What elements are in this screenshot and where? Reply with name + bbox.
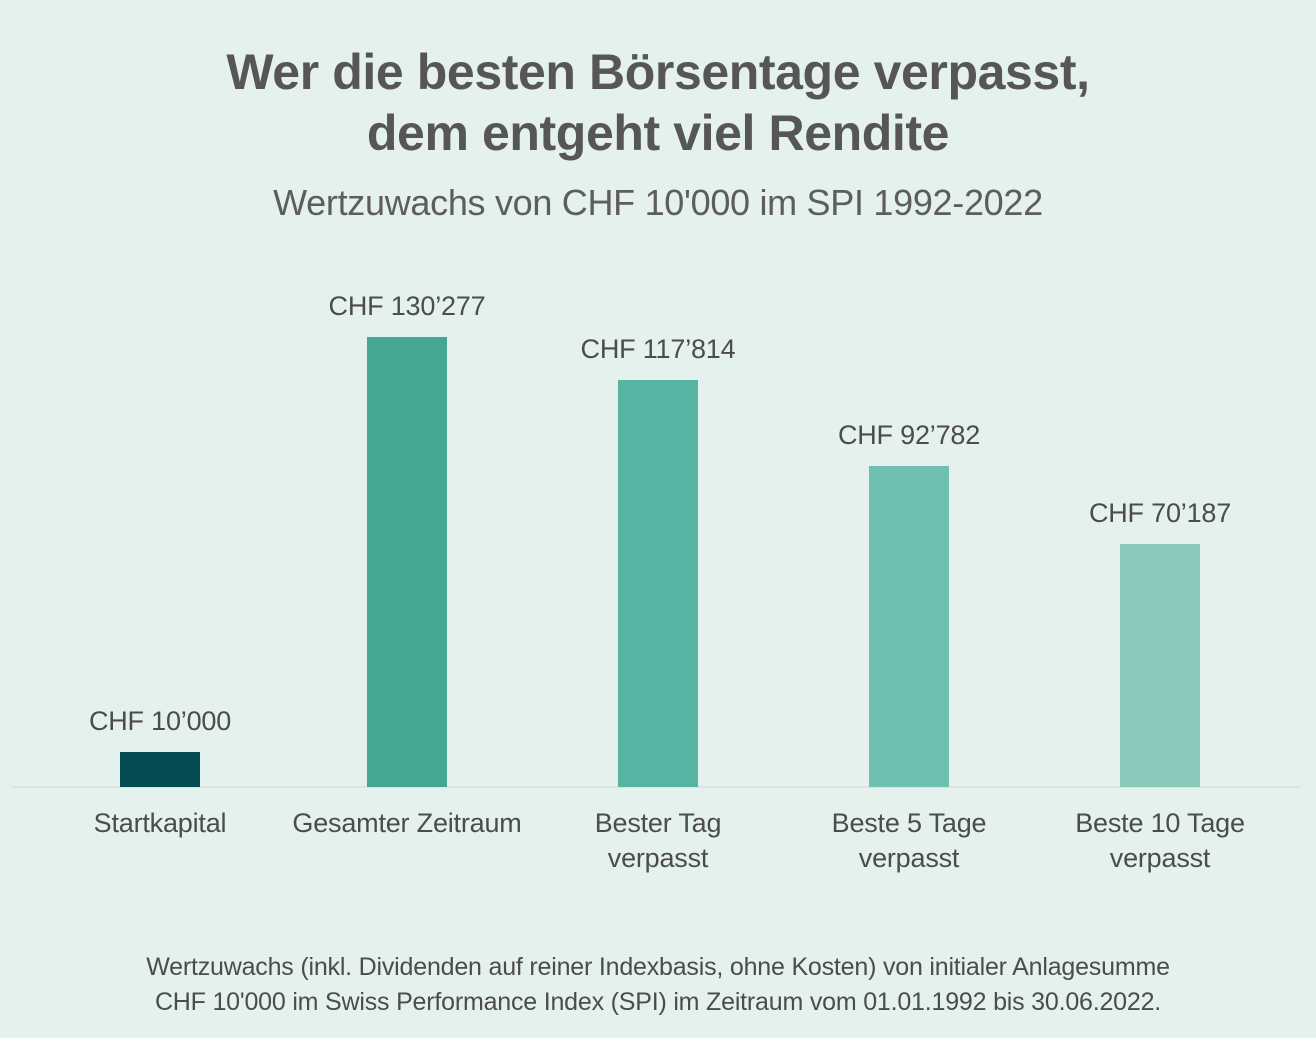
bar-rect-4[interactable] (1120, 544, 1200, 787)
bar-value-label-1: CHF 130’277 (328, 291, 486, 321)
category-line-3-1: verpasst (858, 842, 960, 873)
footnote-line-1: Wertzuwachs (inkl. Dividenden auf reiner… (146, 953, 1170, 981)
bar-value-label-2: CHF 117’814 (580, 334, 736, 364)
category-line-4-1: verpasst (1109, 842, 1211, 873)
title-line-2: dem entgeht viel Rendite (366, 105, 950, 161)
bar-rect-3[interactable] (869, 466, 949, 787)
bar-column-3: CHF 92’782 Beste 5 Tage verpasst (832, 0, 987, 1038)
bar-category-label-2: Bester Tag verpasst (595, 806, 722, 875)
bar-column-2: CHF 117’814 Bester Tag verpasst (581, 0, 736, 1038)
bar-category-label-0: Startkapital (94, 806, 227, 841)
bar-category-label-3: Beste 5 Tage verpasst (832, 806, 987, 875)
footnote-line-2: CHF 10'000 im Swiss Performance Index (S… (154, 987, 1162, 1016)
category-line-1-0: Gesamter Zeitraum (292, 808, 522, 838)
bar-rect-2[interactable] (618, 380, 698, 787)
category-line-4-0: Beste 10 Tage (1075, 808, 1245, 838)
axis-baseline (12, 786, 1300, 788)
category-line-2-1: verpasst (607, 842, 709, 873)
category-line-2-0: Bester Tag (594, 808, 722, 838)
category-line-0-0: Startkapital (93, 808, 227, 838)
title-line-1: Wer die besten Börsentage verpasst, (226, 44, 1090, 100)
page-title: Wer die besten Börsentage verpasst, dem … (0, 42, 1316, 164)
bar-column-1: CHF 130’277 Gesamter Zeitraum (292, 0, 521, 1038)
bar-category-label-4: Beste 10 Tage verpasst (1075, 806, 1245, 875)
bar-rect-0[interactable] (120, 752, 200, 787)
bar-value-label-3: CHF 92’782 (837, 420, 981, 450)
bar-column-4: CHF 70’187 Beste 10 Tage verpasst (1075, 0, 1245, 1038)
bar-column-0: CHF 10’000 Startkapital (89, 0, 231, 1038)
chart-footnote: Wertzuwachs (inkl. Dividenden auf reiner… (0, 950, 1316, 1019)
bar-rect-1[interactable] (367, 337, 447, 787)
category-line-3-0: Beste 5 Tage (831, 808, 987, 838)
chart-subtitle: Wertzuwachs von CHF 10'000 im SPI 1992-2… (273, 182, 1043, 223)
bar-value-label-0: CHF 10’000 (88, 706, 232, 736)
bar-category-label-1: Gesamter Zeitraum (292, 806, 521, 841)
chart-header: Wer die besten Börsentage verpasst, dem … (0, 0, 1316, 224)
bar-value-label-4: CHF 70’187 (1088, 498, 1232, 528)
